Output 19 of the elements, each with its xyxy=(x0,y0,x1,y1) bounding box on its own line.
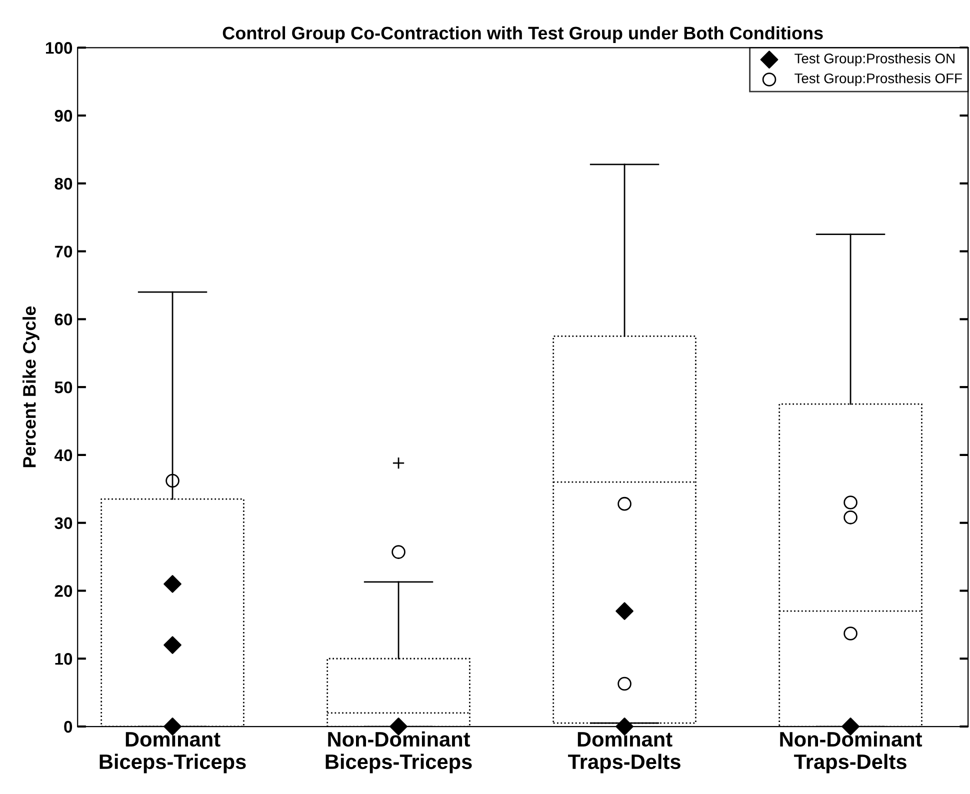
y-tick-label: 40 xyxy=(54,449,72,462)
y-tick-label: 50 xyxy=(54,381,72,394)
y-tick-label: 100 xyxy=(46,42,72,54)
x-tick-label: Non-Dominant Traps-Delts xyxy=(780,731,922,774)
legend-label: Test Group:Prosthesis OFF xyxy=(794,73,962,86)
y-tick-label: 0 xyxy=(64,720,72,733)
x-tick-label: Non-Dominant Biceps-Triceps xyxy=(326,731,472,774)
y-tick-label: 20 xyxy=(54,585,72,597)
y-tick-label: 90 xyxy=(54,110,72,122)
y-tick-label: 10 xyxy=(55,653,72,665)
x-tick-label: Dominant Biceps-Triceps xyxy=(100,731,246,774)
y-tick-label: 80 xyxy=(54,178,72,190)
legend-label: Test Group:Prosthesis ON xyxy=(794,53,954,66)
chart-title: Control Group Co-Contraction with Test Group under Both Conditions xyxy=(222,26,823,44)
y-tick-label: 30 xyxy=(54,517,72,530)
y-tick-label: 70 xyxy=(54,246,72,258)
x-tick-label: Dominant Traps-Delts xyxy=(568,731,680,774)
y-tick-label: 60 xyxy=(54,314,72,326)
y-axis-title: Percent Bike Cycle xyxy=(22,306,40,468)
